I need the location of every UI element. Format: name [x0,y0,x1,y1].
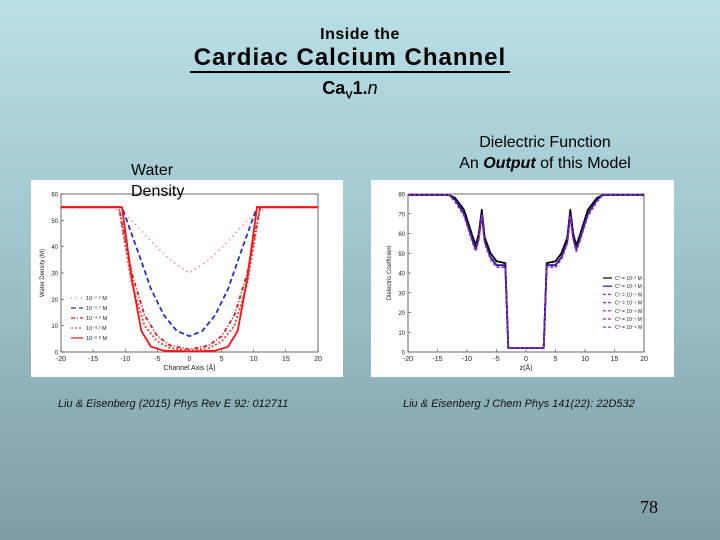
x-tick-label: 0 [524,356,528,363]
dielectric-label: Dielectric Function An Output of this Mo… [440,132,650,174]
dielectric-label-line2: An Output of this Model [440,153,650,174]
slide-title: Cardiac Calcium Channel [0,44,700,73]
x-tick-label: -20 [403,356,413,363]
x-tick-label: -15 [432,356,442,363]
y-tick-label: 0 [402,351,406,357]
slide-title-text: Cardiac Calcium Channel [189,44,511,73]
reference-left: Liu & Eisenberg (2015) Phys Rev E 92: 01… [58,398,289,410]
series-line [61,206,318,353]
x-tick-label: 5 [554,356,558,363]
legend-label: 10⁻⁷·² M [86,295,107,302]
slide-subtitle: CaV1.n [0,78,700,102]
subtitle-num: 1. [352,78,368,98]
x-tick-label: 10 [581,356,589,363]
legend-label: 10⁻²·⁸ M [86,335,108,342]
series-line [61,206,318,274]
dielectric-label-pre: An [459,155,484,172]
legend-label: 10⁻⁴·² M [86,315,108,322]
x-tick-label: 15 [611,356,619,363]
legend-label: C⁰ = 10⁻⁷ M [615,317,642,323]
y-tick-label: 70 [398,212,405,218]
y-axis-label: Dielectric Coefficient [387,245,393,300]
y-tick-label: 40 [398,272,405,278]
x-tick-label: 0 [188,356,192,363]
x-tick-label: 10 [250,356,258,363]
legend-label: C⁰ = 10⁻³ M [615,284,642,290]
legend-label: 10⁻⁶·⁷ M [86,305,108,312]
y-axis-label: Water Density (M) [40,249,46,297]
x-tick-label: -15 [88,356,98,363]
page-number: 78 [640,497,658,517]
x-tick-label: 5 [220,356,224,363]
water-label-line1: Water [131,162,174,179]
series-line [61,206,318,338]
water-density-label: Water Density [131,160,184,202]
y-tick-label: 30 [398,291,405,297]
y-tick-label: 40 [51,245,58,251]
title-line-1: Inside the [320,26,400,43]
dielectric-label-line1: Dielectric Function [479,134,611,151]
series-line [408,194,644,350]
legend-label: C⁰ = 10⁻⁸ M [615,325,642,331]
dielectric-figure: -20 -15 -10 -5 0 5 10 15 20 0 10 20 30 40 50 60 70 80 z(Å)… [371,180,674,377]
dielectric-label-emph: Output [483,155,536,172]
x-tick-label: -10 [462,356,472,363]
x-axis-label: z(Å) [520,363,533,372]
y-tick-label: 50 [51,219,58,225]
x-tick-label: 20 [640,356,648,363]
x-tick-label: 15 [282,356,290,363]
y-tick-label: 20 [398,311,405,317]
water-label-line2: Density [131,183,185,200]
x-tick-label: -10 [120,356,130,363]
dielectric-chart: -20 -15 -10 -5 0 5 10 15 20 0 10 20 30 40 50 60 70 80 z(Å)… [387,193,648,373]
dielectric-label-post: of this Model [535,155,631,172]
legend-label: C⁰ = 10⁻⁴ M [615,292,642,298]
x-axis-label: Channel Axis (Å) [163,363,215,372]
series-line [408,194,644,350]
y-tick-label: 80 [398,193,405,199]
y-tick-label: 20 [51,298,58,304]
y-tick-label: 60 [398,232,405,238]
x-tick-label: -20 [56,356,66,363]
reference-right: Liu & Eisenberg J Chem Phys 141(22): 22D… [403,398,635,410]
legend-label: C⁰ = 10⁻⁶ M [615,309,642,315]
y-tick-label: 30 [51,272,58,278]
y-tick-label: 50 [398,252,405,258]
x-tick-label: 20 [314,356,322,363]
water-density-chart: -20 -15 -10 -5 0 5 10 15 20 0 10 20 30 40 50 60 Channel … [40,193,322,373]
plot-frame [407,193,645,353]
legend-label: C⁰ = 10⁻⁵ M [615,301,642,307]
x-tick-label: -5 [154,356,160,363]
water-density-figure: -20 -15 -10 -5 0 5 10 15 20 0 10 20 30 40 50 60 Channel … [31,180,343,377]
subtitle-var: n [367,78,378,98]
y-tick-label: 10 [398,331,405,337]
series-line [408,194,644,350]
legend-label: 10⁻³·² M [86,326,107,332]
x-tick-label: -5 [493,356,499,363]
y-tick-label: 60 [51,193,58,199]
y-tick-label: 10 [51,324,58,330]
y-tick-label: 0 [55,351,59,357]
legend-label: C⁰ = 10⁻² M [615,276,642,282]
subtitle-sub: V [345,89,353,102]
subtitle-main: Ca [322,78,346,98]
